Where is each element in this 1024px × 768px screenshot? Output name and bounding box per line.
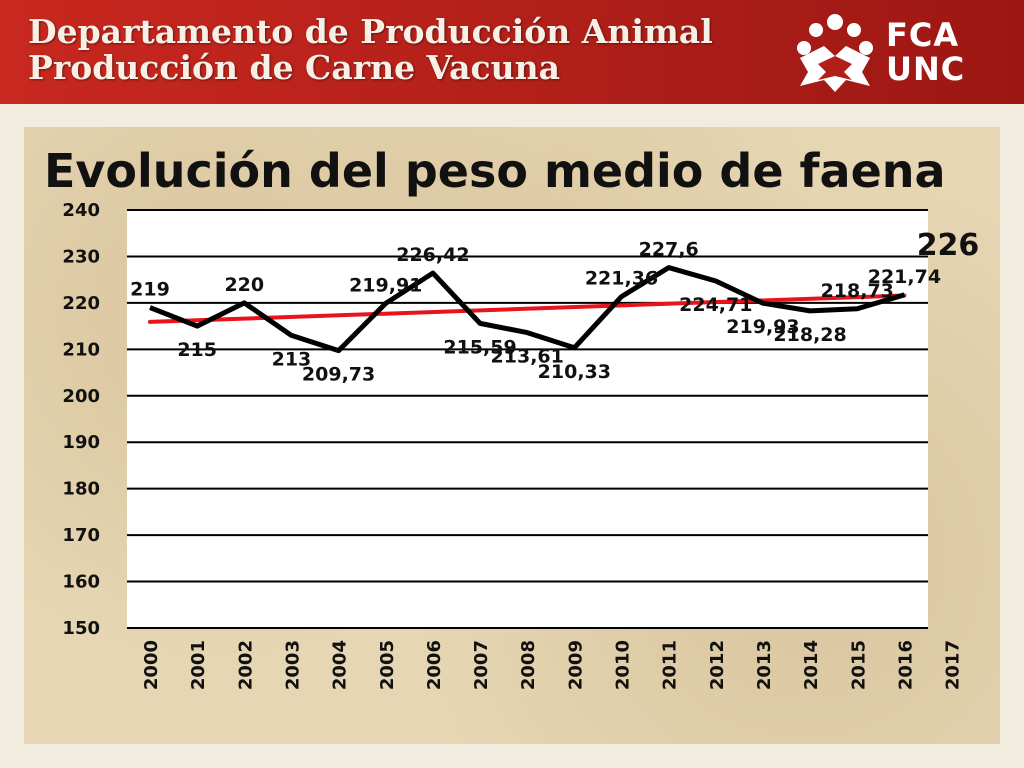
x-tick-label: 2008	[518, 640, 539, 690]
x-tick-label: 2014	[801, 640, 822, 690]
x-tick-label: 2016	[895, 640, 916, 690]
data-label: 227,6	[639, 239, 699, 261]
fca-unc-emblem-icon	[797, 14, 873, 92]
data-label: 218,73	[821, 280, 894, 302]
plot-area	[127, 210, 928, 628]
data-label: 213	[272, 348, 312, 370]
x-tick-label: 2006	[424, 640, 445, 690]
x-tick-label: 2013	[754, 640, 775, 690]
x-tick-label: 2012	[707, 640, 728, 690]
y-tick-label: 160	[62, 572, 100, 593]
y-tick-label: 220	[62, 293, 100, 314]
chart-annotation: 226	[917, 228, 980, 263]
department-title: Departamento de Producción Animal Produc…	[28, 14, 713, 86]
y-tick-label: 150	[62, 618, 100, 639]
data-label: 224,71	[679, 294, 752, 316]
y-tick-label: 200	[62, 386, 100, 407]
y-axis-ticks: 150 160 170 180 190 200 210 220 230 240	[62, 200, 100, 639]
y-tick-label: 170	[62, 525, 100, 546]
data-label: 218,28	[773, 324, 846, 346]
data-label: 220	[224, 274, 264, 296]
series-line-group	[149, 265, 906, 354]
logo-line1: FCA	[886, 16, 960, 54]
series-line	[149, 265, 906, 354]
department-title-line2: Producción de Carne Vacuna	[28, 48, 560, 87]
data-label: 226,42	[396, 244, 469, 266]
x-tick-label: 2015	[848, 640, 869, 690]
data-label: 219,91	[349, 274, 422, 296]
x-axis-ticks: 2000 2001 2002 2003 2004 2005 2006 2007 2008 2009…	[141, 640, 964, 690]
data-label: 219,93	[726, 316, 799, 338]
x-tick-label: 2001	[188, 640, 209, 690]
grid-lines	[127, 209, 928, 629]
x-tick-label: 2010	[613, 640, 634, 690]
fca-unc-logo-text: FCA UNC	[886, 18, 965, 86]
x-tick-label: 2004	[330, 640, 351, 690]
data-label: 210,33	[538, 361, 611, 383]
y-tick-label: 230	[62, 246, 100, 267]
x-tick-label: 2017	[943, 640, 964, 690]
chart-title: Evolución del peso medio de faena	[44, 144, 946, 198]
trend-line-group	[148, 293, 907, 324]
x-tick-label: 2002	[235, 640, 256, 690]
data-label: 221,74	[868, 266, 941, 288]
data-label: 215,59	[443, 336, 516, 358]
trend-line	[148, 293, 907, 324]
y-tick-label: 190	[62, 432, 100, 453]
data-label: 219	[130, 279, 170, 301]
x-tick-label: 2007	[471, 640, 492, 690]
x-tick-label: 2009	[565, 640, 586, 690]
logo-line2: UNC	[886, 50, 966, 88]
y-tick-label: 240	[62, 200, 100, 221]
x-tick-label: 2000	[141, 640, 162, 690]
data-label: 213,61	[491, 346, 564, 368]
x-tick-label: 2005	[377, 640, 398, 690]
data-label: 215	[177, 339, 217, 361]
data-label: 209,73	[302, 364, 375, 386]
x-tick-label: 2011	[660, 640, 681, 690]
y-tick-label: 180	[62, 479, 100, 500]
x-tick-label: 2003	[282, 640, 303, 690]
y-tick-label: 210	[62, 339, 100, 360]
header-banner: Departamento de Producción Animal Produc…	[0, 0, 1024, 104]
data-label: 221,36	[585, 268, 658, 290]
department-title-line1: Departamento de Producción Animal	[28, 12, 713, 51]
